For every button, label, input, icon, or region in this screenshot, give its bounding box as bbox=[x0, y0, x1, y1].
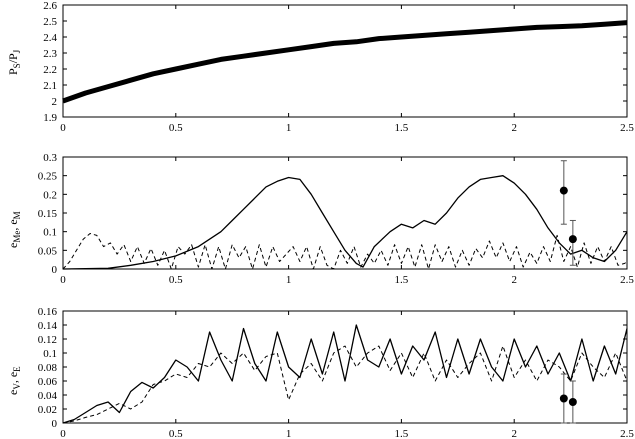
y-axis-label: PS/PJ bbox=[6, 49, 22, 75]
y-tick-label: 0.25 bbox=[38, 171, 58, 183]
x-tick-label: 1 bbox=[286, 274, 292, 286]
panel-mercury-mars-eccentricity: eMe, eM 0 0.5 1 1.5 2 2.5 0 0.05 0.1 0.15 0.2 0.25 0… bbox=[6, 152, 634, 286]
y-tick-label: 2.3 bbox=[43, 48, 57, 60]
y-tick-label: 0.3 bbox=[43, 152, 57, 164]
y-tick-label: 0.1 bbox=[43, 348, 57, 360]
series-line-solid bbox=[62, 175, 628, 270]
plot-frame bbox=[62, 4, 628, 118]
panel-period-ratio: PS/PJ 0 0.5 1 1.5 2 2.5 1.9 2 2.1 2.2 2.3 2.4 2.5 2.6 bbox=[6, 0, 634, 134]
x-tick-label: 2 bbox=[511, 274, 517, 286]
y-axis-label: eMe, eM bbox=[6, 211, 22, 248]
x-tick-label: 1 bbox=[286, 122, 292, 134]
y-tick-label: 0.12 bbox=[38, 334, 57, 346]
x-tick-label: 2.5 bbox=[620, 428, 634, 439]
y-tick-label: 0.1 bbox=[43, 227, 57, 239]
y-tick-label: 0 bbox=[52, 264, 58, 276]
y-tick-label: 2.6 bbox=[43, 0, 57, 12]
x-tick-label: 0 bbox=[60, 274, 66, 286]
y-tick-label: 0.14 bbox=[38, 320, 58, 332]
x-tick-label: 2 bbox=[511, 428, 517, 439]
plot-frame bbox=[62, 310, 628, 424]
data-point bbox=[568, 398, 577, 406]
y-tick-label: 0.08 bbox=[38, 362, 58, 374]
y-tick-label: 2.2 bbox=[43, 64, 57, 76]
series-line-dashed bbox=[62, 233, 628, 270]
x-tick-label: 0 bbox=[60, 122, 66, 134]
y-tick-label: 1.9 bbox=[43, 112, 57, 124]
x-tick-label: 2 bbox=[511, 122, 517, 134]
data-point bbox=[559, 394, 568, 403]
x-tick-label: 1.5 bbox=[395, 428, 409, 439]
y-tick-label: 2.5 bbox=[43, 16, 57, 28]
data-point bbox=[559, 186, 568, 195]
x-tick-label: 0.5 bbox=[169, 122, 183, 134]
series-line-solid bbox=[62, 20, 628, 104]
series-line-dashed bbox=[62, 345, 628, 424]
x-tick-label: 0 bbox=[60, 428, 66, 439]
y-tick-label: 0.16 bbox=[38, 306, 58, 318]
y-tick-label: 0 bbox=[52, 418, 58, 430]
y-tick-label: 0.05 bbox=[38, 245, 58, 257]
y-tick-label: 0.2 bbox=[43, 189, 57, 201]
y-tick-label: 0.02 bbox=[38, 404, 57, 416]
series-line-solid bbox=[62, 324, 628, 424]
y-tick-label: 2 bbox=[52, 96, 58, 108]
data-point bbox=[568, 235, 577, 244]
x-tick-label: 2.5 bbox=[620, 122, 634, 134]
x-tick-label: 1.5 bbox=[395, 122, 409, 134]
y-tick-label: 0.06 bbox=[38, 376, 58, 388]
plot-frame bbox=[62, 156, 628, 270]
x-tick-label: 2.5 bbox=[620, 274, 634, 286]
x-tick-label: 0.5 bbox=[169, 428, 183, 439]
y-tick-label: 0.15 bbox=[38, 208, 58, 220]
x-tick-label: 1.5 bbox=[395, 274, 409, 286]
y-axis-label: eV, eE bbox=[6, 366, 22, 395]
y-tick-label: 0.04 bbox=[38, 390, 58, 402]
y-tick-label: 2.4 bbox=[43, 32, 57, 44]
panel-venus-earth-eccentricity: eV, eE 0 0.5 1 1.5 2 2.5 0 0.02 0.04 0.06 0.08 0.1 0… bbox=[6, 306, 634, 439]
y-tick-label: 2.1 bbox=[43, 80, 57, 92]
x-tick-label: 0.5 bbox=[169, 274, 183, 286]
x-tick-label: 1 bbox=[286, 428, 292, 439]
